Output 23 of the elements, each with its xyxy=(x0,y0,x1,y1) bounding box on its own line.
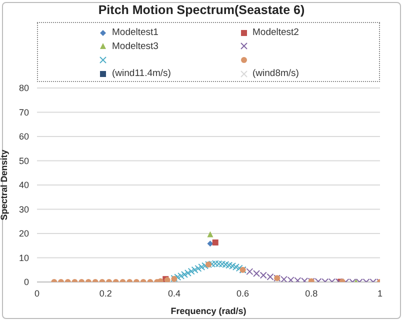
y-tick-label: 40 xyxy=(18,180,29,190)
x-tick-label: 0 xyxy=(34,288,40,298)
chart-title: Pitch Motion Spectrum(Seastate 6) xyxy=(97,3,306,17)
legend-label: Modeltest1 xyxy=(112,26,158,39)
y-tick-label: 10 xyxy=(18,252,29,263)
legend-label: Modeltest3 xyxy=(112,40,158,53)
x-tick-label: 0.4 xyxy=(168,288,180,298)
legend-label: (wind11.4m/s) xyxy=(112,67,171,80)
y-tick-label: 70 xyxy=(18,107,29,118)
y-tick-label: 50 xyxy=(18,156,29,166)
x-axis-title: Frequency (rad/s) xyxy=(170,306,246,316)
x-tick-label: 0.2 xyxy=(99,288,112,298)
y-tick-label: 80 xyxy=(18,83,29,94)
legend-label: Modeltest2 xyxy=(252,26,299,39)
x-tick-label: 0.8 xyxy=(305,288,318,298)
y-axis-title: Spectral Density xyxy=(0,150,10,220)
legend-label: (wind8m/s) xyxy=(252,67,299,80)
y-tick-label: 60 xyxy=(18,132,29,142)
x-tick-label: 0.6 xyxy=(236,288,250,298)
y-tick-label: 30 xyxy=(18,204,29,214)
y-tick-label: 0 xyxy=(24,277,29,288)
x-tick-label: 1 xyxy=(377,288,383,298)
y-tick-label: 20 xyxy=(18,228,29,239)
